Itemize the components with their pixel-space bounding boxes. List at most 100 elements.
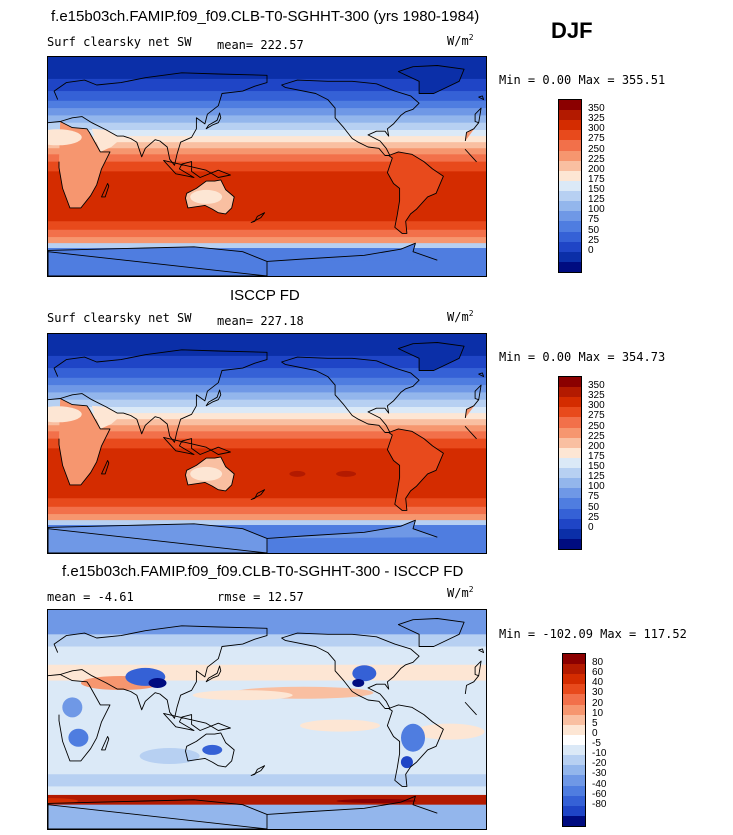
australia-desert-shading	[190, 466, 223, 481]
colorbar-segment	[559, 457, 581, 469]
colorbar-segment	[559, 251, 581, 263]
coastline-japan	[205, 389, 222, 407]
shading-band	[48, 438, 486, 449]
panel1-variable: Surf clearsky net SW	[47, 35, 192, 49]
panel1-minmax: Min = 0.00 Max = 355.51	[499, 73, 666, 87]
colorbar-segment	[563, 684, 585, 695]
coastline-africa	[58, 121, 480, 209]
colorbar-segment	[563, 745, 585, 756]
panel3-colorbar	[562, 653, 586, 827]
shading-band	[48, 514, 486, 521]
colorbar-segment	[559, 437, 581, 449]
colorbar-tick-label: 60	[592, 667, 604, 679]
anomaly-positive	[300, 719, 380, 732]
colorbar-tick-label: 225	[588, 153, 605, 165]
coastline-japan	[205, 665, 222, 683]
colorbar-segment	[559, 528, 581, 540]
colorbar-segment	[559, 518, 581, 530]
colorbar-tick-label: -30	[592, 768, 607, 780]
panel3-rmse: rmse = 12.57	[217, 590, 304, 604]
shading-band	[48, 237, 486, 244]
shading-band	[48, 794, 486, 806]
colorbar-tick-label: 325	[588, 390, 605, 402]
coastline-greenland	[397, 342, 465, 371]
colorbar-segment	[559, 377, 581, 388]
colorbar-segment	[563, 724, 585, 736]
colorbar-tick-label: 300	[588, 123, 605, 135]
shading-band	[48, 385, 486, 393]
colorbar-tick-label: 20	[592, 697, 604, 709]
colorbar-tick-label: 275	[588, 133, 605, 145]
coastline-samerica	[386, 428, 444, 511]
coastline-antarctica	[48, 246, 268, 276]
shading-band	[48, 774, 486, 787]
panel3-units: W/m2	[447, 585, 474, 600]
anomaly-negative	[139, 748, 200, 764]
colorbar-segment	[559, 231, 581, 243]
coastline-antarctica	[48, 799, 268, 829]
colorbar-segment	[559, 261, 581, 273]
colorbar-segment	[563, 795, 585, 807]
colorbar-segment	[563, 674, 585, 685]
panel2-units: W/m2	[447, 309, 474, 324]
colorbar-segment	[559, 417, 581, 429]
shading-band	[48, 142, 486, 149]
colorbar-segment	[559, 447, 581, 459]
panel3-mean: mean = -4.61	[47, 590, 134, 604]
panel1-units: W/m2	[447, 33, 474, 48]
colorbar-segment	[563, 664, 585, 675]
colorbar-segment	[563, 765, 585, 776]
shading-band	[48, 136, 486, 143]
shading-band	[48, 498, 486, 508]
colorbar-tick-label: 5	[592, 717, 598, 729]
shading-band	[48, 425, 486, 432]
colorbar-tick-label: 150	[588, 461, 605, 473]
colorbar-tick-label: 125	[588, 194, 605, 206]
shading-band	[48, 407, 486, 414]
colorbar-tick-label: 100	[588, 481, 605, 493]
colorbar-tick-label: 80	[592, 657, 604, 669]
colorbar-tick-label: -80	[592, 798, 607, 810]
panel2-minmax: Min = 0.00 Max = 354.73	[499, 350, 666, 364]
coastline-namerica	[281, 356, 420, 433]
colorbar-segment	[559, 191, 581, 202]
shading-band	[48, 377, 486, 386]
panel2-map	[47, 333, 487, 554]
colorbar-segment	[559, 498, 581, 510]
colorbar-tick-label: -5	[592, 738, 601, 750]
colorbar-segment	[563, 815, 585, 827]
colorbar-tick-label: 30	[592, 687, 604, 699]
shading-band	[48, 221, 486, 231]
land-shading-samerica	[387, 151, 444, 234]
coastline-uk	[478, 95, 485, 101]
colorbar-segment	[559, 180, 581, 192]
colorbar-tick-label: 250	[588, 143, 605, 155]
shading-band	[48, 148, 486, 155]
season-label: DJF	[551, 18, 593, 43]
coastline-australia	[185, 179, 235, 215]
shading-band	[48, 108, 486, 116]
anomaly-negative-namerica	[352, 665, 377, 682]
land-shading-arabia	[91, 128, 120, 152]
colorbar-segment	[559, 100, 581, 111]
colorbar-segment	[559, 387, 581, 398]
sahara-shading	[48, 406, 82, 423]
shading-band	[48, 91, 486, 102]
coastline-samerica	[386, 151, 444, 234]
coastline-antarctica_w	[48, 519, 438, 553]
shading-band	[48, 115, 486, 124]
anomaly-negative-australia	[202, 744, 223, 755]
coastline-uk	[478, 372, 485, 378]
colorbar-segment	[563, 704, 585, 716]
shading-band	[48, 392, 486, 401]
coastline-europe_asia_a	[48, 72, 482, 166]
colorbar-segment	[563, 714, 585, 726]
colorbar-segment	[559, 407, 581, 418]
shading-band	[48, 786, 486, 796]
australia-desert-shading	[190, 189, 223, 204]
shading-band	[48, 57, 486, 80]
anomaly-negative-samerica	[401, 723, 425, 752]
colorbar-segment	[559, 478, 581, 489]
anomaly-positive	[414, 723, 485, 740]
anomaly-positive-antarctic	[336, 799, 417, 804]
